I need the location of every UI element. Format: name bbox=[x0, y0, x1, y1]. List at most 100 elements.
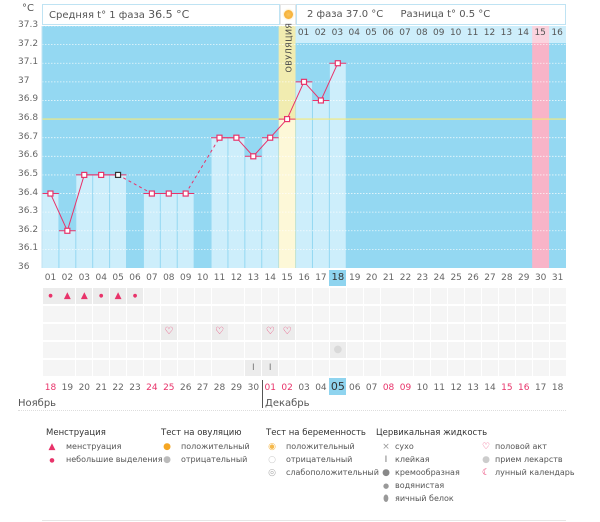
intercourse-cell[interactable]: ♡ bbox=[211, 324, 228, 340]
empty-cell[interactable] bbox=[312, 306, 329, 322]
x-tick-label[interactable]: 13 bbox=[247, 273, 260, 283]
empty-cell[interactable] bbox=[329, 306, 346, 322]
menstruation-light-cell[interactable]: ● bbox=[42, 288, 59, 304]
empty-cell[interactable] bbox=[380, 306, 397, 322]
calendar-date-label[interactable]: 28 bbox=[213, 383, 226, 393]
calendar-date-label[interactable]: 26 bbox=[179, 383, 192, 393]
calendar-date-label[interactable]: 27 bbox=[196, 383, 209, 393]
intercourse-cell[interactable]: ♡ bbox=[262, 324, 279, 340]
empty-cell[interactable] bbox=[228, 360, 245, 376]
x-tick-label[interactable]: 23 bbox=[416, 273, 429, 283]
cervical-sticky-cell[interactable]: I bbox=[245, 360, 262, 376]
empty-cell[interactable] bbox=[245, 306, 262, 322]
calendar-date-label[interactable]: 02 bbox=[281, 383, 293, 393]
x-tick-label[interactable]: 05 bbox=[112, 273, 124, 283]
empty-cell[interactable] bbox=[177, 360, 194, 376]
empty-cell[interactable] bbox=[228, 342, 245, 358]
x-tick-label[interactable]: 07 bbox=[146, 273, 158, 283]
x-tick-label[interactable]: 01 bbox=[44, 273, 57, 283]
x-tick-label[interactable]: 24 bbox=[433, 273, 445, 283]
empty-cell[interactable] bbox=[279, 360, 296, 376]
x-tick-label[interactable]: 26 bbox=[467, 273, 479, 283]
x-tick-label[interactable]: 17 bbox=[315, 273, 327, 283]
empty-cell[interactable] bbox=[549, 288, 566, 304]
calendar-date-label[interactable]: 05 bbox=[329, 378, 347, 395]
empty-cell[interactable] bbox=[245, 288, 262, 304]
empty-cell[interactable] bbox=[532, 306, 549, 322]
empty-cell[interactable] bbox=[465, 360, 482, 376]
empty-cell[interactable] bbox=[211, 306, 228, 322]
empty-cell[interactable] bbox=[127, 342, 144, 358]
calendar-date-label[interactable]: 18 bbox=[551, 383, 564, 393]
intercourse-cell[interactable]: ♡ bbox=[160, 324, 177, 340]
x-tick-label[interactable]: 09 bbox=[179, 273, 192, 283]
empty-cell[interactable] bbox=[177, 342, 194, 358]
x-tick-label[interactable]: 15 bbox=[281, 273, 293, 283]
empty-cell[interactable] bbox=[262, 306, 279, 322]
calendar-date-label[interactable]: 01 bbox=[264, 383, 276, 393]
empty-cell[interactable] bbox=[448, 360, 465, 376]
empty-cell[interactable] bbox=[481, 342, 498, 358]
empty-cell[interactable] bbox=[549, 306, 566, 322]
empty-cell[interactable] bbox=[127, 306, 144, 322]
x-tick-label[interactable]: 20 bbox=[365, 273, 378, 283]
x-tick-label[interactable]: 27 bbox=[484, 273, 496, 283]
empty-cell[interactable] bbox=[397, 306, 414, 322]
empty-cell[interactable] bbox=[431, 306, 448, 322]
empty-cell[interactable] bbox=[160, 360, 177, 376]
empty-cell[interactable] bbox=[549, 342, 566, 358]
empty-cell[interactable] bbox=[346, 288, 363, 304]
menstruation-heavy-cell[interactable]: ▲ bbox=[110, 288, 127, 304]
empty-cell[interactable] bbox=[211, 288, 228, 304]
empty-cell[interactable] bbox=[448, 288, 465, 304]
empty-cell[interactable] bbox=[515, 360, 532, 376]
empty-cell[interactable] bbox=[279, 306, 296, 322]
empty-cell[interactable] bbox=[380, 342, 397, 358]
empty-cell[interactable] bbox=[549, 360, 566, 376]
empty-cell[interactable] bbox=[465, 306, 482, 322]
empty-cell[interactable] bbox=[346, 324, 363, 340]
calendar-date-label[interactable]: 10 bbox=[416, 383, 429, 393]
calendar-date-label[interactable]: 19 bbox=[61, 383, 74, 393]
empty-cell[interactable] bbox=[397, 360, 414, 376]
calendar-date-label[interactable]: 21 bbox=[95, 383, 107, 393]
calendar-date-label[interactable]: 03 bbox=[298, 383, 310, 393]
empty-cell[interactable] bbox=[549, 324, 566, 340]
x-tick-label[interactable]: 11 bbox=[213, 273, 226, 283]
empty-cell[interactable] bbox=[59, 306, 76, 322]
empty-cell[interactable] bbox=[498, 342, 515, 358]
empty-cell[interactable] bbox=[42, 360, 59, 376]
empty-cell[interactable] bbox=[498, 288, 515, 304]
empty-cell[interactable] bbox=[228, 288, 245, 304]
empty-cell[interactable] bbox=[465, 288, 482, 304]
empty-cell[interactable] bbox=[42, 306, 59, 322]
empty-cell[interactable] bbox=[93, 324, 110, 340]
empty-cell[interactable] bbox=[346, 342, 363, 358]
empty-cell[interactable] bbox=[76, 342, 93, 358]
empty-cell[interactable] bbox=[59, 324, 76, 340]
empty-cell[interactable] bbox=[110, 324, 127, 340]
empty-cell[interactable] bbox=[296, 324, 313, 340]
empty-cell[interactable] bbox=[93, 306, 110, 322]
empty-cell[interactable] bbox=[414, 306, 431, 322]
empty-cell[interactable] bbox=[211, 342, 228, 358]
empty-cell[interactable] bbox=[515, 342, 532, 358]
empty-cell[interactable] bbox=[59, 360, 76, 376]
x-tick-label[interactable]: 22 bbox=[399, 273, 412, 283]
calendar-date-label[interactable]: 25 bbox=[163, 383, 175, 393]
empty-cell[interactable] bbox=[363, 342, 380, 358]
calendar-date-label[interactable]: 14 bbox=[484, 383, 496, 393]
menstruation-heavy-cell[interactable]: ▲ bbox=[59, 288, 76, 304]
empty-cell[interactable] bbox=[448, 306, 465, 322]
menstruation-heavy-cell[interactable]: ▲ bbox=[76, 288, 93, 304]
x-tick-label[interactable]: 30 bbox=[534, 273, 547, 283]
empty-cell[interactable] bbox=[515, 306, 532, 322]
menstruation-light-cell[interactable]: ● bbox=[93, 288, 110, 304]
empty-cell[interactable] bbox=[110, 360, 127, 376]
x-tick-label[interactable]: 25 bbox=[450, 273, 462, 283]
empty-cell[interactable] bbox=[414, 342, 431, 358]
calendar-date-label[interactable]: 08 bbox=[382, 383, 395, 393]
empty-cell[interactable] bbox=[312, 360, 329, 376]
empty-cell[interactable] bbox=[228, 324, 245, 340]
empty-cell[interactable] bbox=[177, 324, 194, 340]
